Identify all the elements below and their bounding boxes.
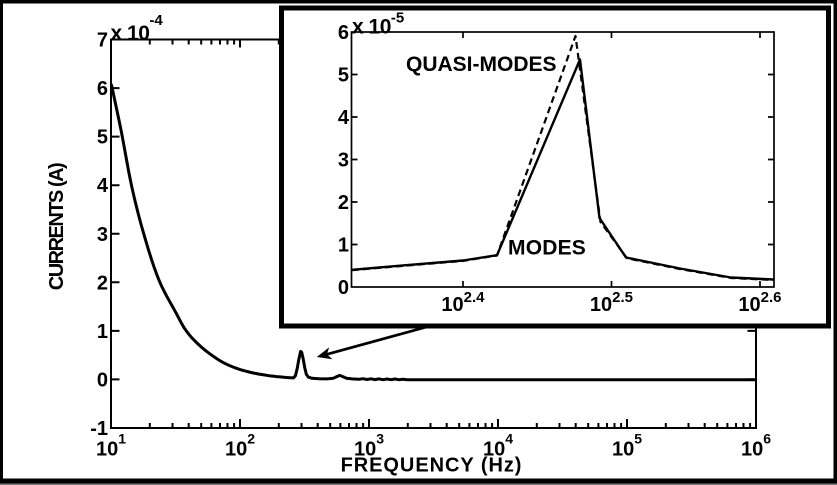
svg-text:CURRENTS (A): CURRENTS (A) xyxy=(46,163,68,290)
svg-text:0: 0 xyxy=(97,369,108,391)
svg-text:1: 1 xyxy=(338,235,349,257)
svg-text:3: 3 xyxy=(338,150,349,172)
svg-text:FREQUENCY (Hz): FREQUENCY (Hz) xyxy=(341,455,523,477)
svg-text:MODES: MODES xyxy=(508,237,586,260)
svg-text:-1: -1 xyxy=(90,418,108,440)
svg-text:0: 0 xyxy=(338,277,349,299)
svg-text:6: 6 xyxy=(97,78,108,100)
svg-text:2: 2 xyxy=(338,192,349,214)
svg-text:4: 4 xyxy=(97,175,109,197)
svg-text:4: 4 xyxy=(338,107,350,129)
svg-text:2: 2 xyxy=(97,272,108,294)
svg-text:6: 6 xyxy=(338,22,349,44)
svg-text:3: 3 xyxy=(97,224,108,246)
svg-text:7: 7 xyxy=(97,30,108,52)
svg-text:1: 1 xyxy=(97,321,108,343)
svg-text:5: 5 xyxy=(338,65,349,87)
svg-text:5: 5 xyxy=(97,127,108,149)
svg-text:QUASI-MODES: QUASI-MODES xyxy=(406,53,557,76)
